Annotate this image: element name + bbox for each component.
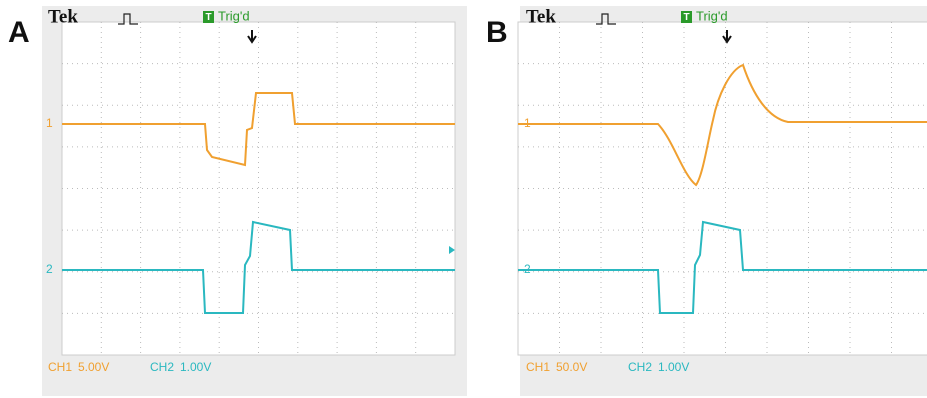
ch1-marker: 1 — [46, 116, 53, 130]
ch2-marker: 2 — [524, 262, 531, 276]
scope-panel: A Tek T Trig'd 1 2 CH1 5.00V CH2 1.00V — [8, 6, 467, 396]
trigger-status: Trig'd — [218, 8, 250, 23]
scope-panel: B Tek T Trig'd 1 2 CH1 50.0V CH2 1.00V — [486, 6, 927, 396]
ch1-marker: 1 — [524, 116, 531, 130]
trigger-status: Trig'd — [696, 8, 728, 23]
figure: A Tek T Trig'd 1 2 CH1 5.00V CH2 1.00V B Tek T Trig'd… — [0, 0, 927, 398]
ch2-scale: 1.00V — [658, 360, 689, 374]
panel-label: B — [486, 16, 508, 49]
ch1-scale: 5.00V — [78, 360, 109, 374]
brand: Tek — [526, 6, 556, 27]
ch2-label: CH2 — [150, 360, 174, 374]
ch2-marker: 2 — [46, 262, 53, 276]
ch1-label: CH1 — [48, 360, 72, 374]
ch2-label: CH2 — [628, 360, 652, 374]
ch1-scale: 50.0V — [556, 360, 587, 374]
trigger-icon: T — [683, 12, 689, 23]
screen — [62, 22, 455, 355]
ch2-scale: 1.00V — [180, 360, 211, 374]
screen — [518, 22, 927, 355]
ch1-label: CH1 — [526, 360, 550, 374]
brand: Tek — [48, 6, 78, 27]
trigger-icon: T — [205, 12, 211, 23]
panel-label: A — [8, 16, 30, 49]
